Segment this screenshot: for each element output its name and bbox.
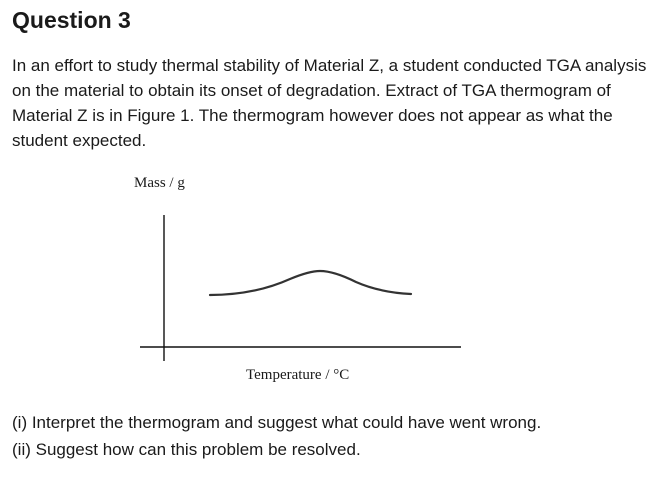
question-part-i: (i) Interpret the thermogram and suggest… — [12, 413, 542, 432]
y-axis-label: Mass / g — [134, 175, 185, 191]
mass-curve — [208, 269, 413, 297]
tga-thermogram-figure: Mass / g Temperature / °C — [0, 165, 660, 395]
question-part-ii: (ii) Suggest how can this problem be res… — [12, 440, 361, 459]
thermogram-plot — [140, 215, 461, 361]
x-axis-label: Temperature / °C — [246, 367, 350, 383]
question-intro: In an effort to study thermal stability … — [12, 56, 647, 150]
question-title: Question 3 — [12, 7, 131, 33]
